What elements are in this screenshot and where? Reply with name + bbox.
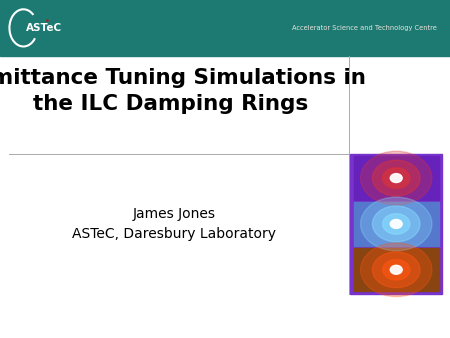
Bar	[350, 154, 442, 294]
Text: ASTeC: ASTeC	[26, 23, 62, 33]
Circle shape	[382, 168, 410, 188]
Circle shape	[390, 219, 402, 228]
Bar	[0, 0, 450, 56]
Circle shape	[373, 206, 420, 242]
Circle shape	[382, 260, 410, 280]
Bar	[354, 248, 439, 291]
Circle shape	[390, 265, 402, 274]
Circle shape	[360, 151, 432, 205]
Circle shape	[373, 160, 420, 196]
Bar	[354, 202, 439, 245]
Text: Emittance Tuning Simulations in
the ILC Damping Rings: Emittance Tuning Simulations in the ILC …	[0, 69, 366, 114]
Circle shape	[373, 252, 420, 288]
Circle shape	[360, 243, 432, 297]
Text: •: •	[45, 17, 50, 26]
Circle shape	[382, 214, 410, 234]
Circle shape	[390, 174, 402, 183]
Text: Accelerator Science and Technology Centre: Accelerator Science and Technology Centr…	[292, 25, 436, 31]
Text: James Jones
ASTeC, Daresbury Laboratory: James Jones ASTeC, Daresbury Laboratory	[72, 207, 276, 241]
Bar	[354, 156, 439, 200]
Circle shape	[360, 197, 432, 251]
